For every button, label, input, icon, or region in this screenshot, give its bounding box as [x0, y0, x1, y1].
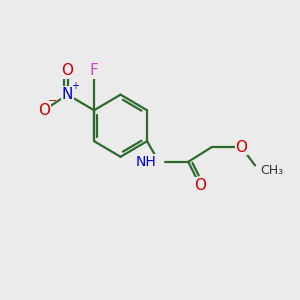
Text: NH: NH [135, 155, 156, 169]
Text: O: O [61, 63, 74, 78]
Text: O: O [38, 103, 50, 118]
Text: CH₃: CH₃ [260, 164, 283, 177]
Text: +: + [71, 81, 80, 91]
Text: F: F [90, 63, 98, 78]
Text: O: O [235, 140, 247, 154]
Text: −: − [48, 96, 57, 106]
Text: O: O [194, 178, 206, 193]
Text: N: N [62, 87, 73, 102]
